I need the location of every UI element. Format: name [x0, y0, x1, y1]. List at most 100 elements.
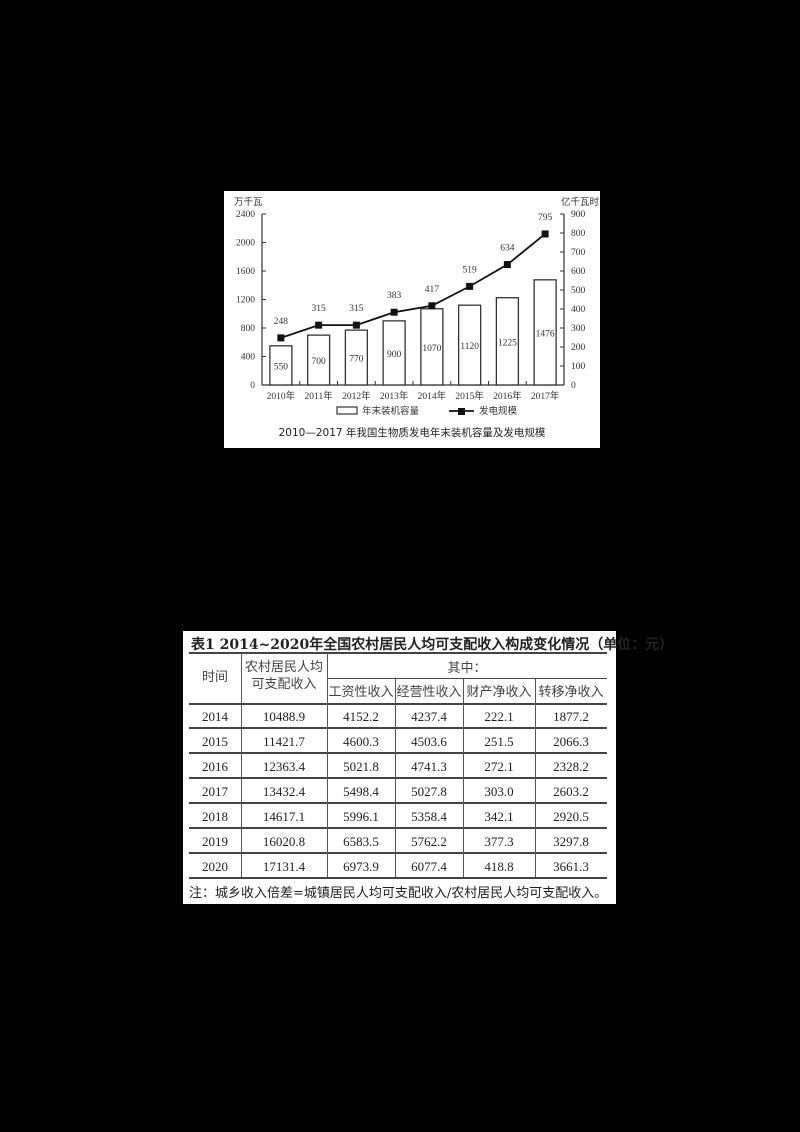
- row-value: 222.1: [484, 709, 514, 724]
- bar-value-label: 1070: [422, 344, 441, 354]
- row-value: 6973.9: [343, 859, 379, 874]
- row-value: 11421.7: [263, 734, 305, 749]
- row-value: 5021.8: [343, 759, 379, 774]
- line-value-label: 795: [538, 213, 553, 223]
- row-value: 377.3: [484, 834, 514, 849]
- row-value: 4503.6: [411, 734, 447, 749]
- right-tick-label: 700: [571, 248, 586, 258]
- bar-value-label: 770: [349, 355, 364, 365]
- x-tick-label: 2013年: [380, 390, 409, 402]
- row-value: 5762.2: [411, 834, 447, 849]
- col-divider: [241, 653, 242, 877]
- row-value: 6583.5: [343, 834, 379, 849]
- row-value: 10488.9: [262, 709, 306, 724]
- row-value: 2920.5: [553, 809, 589, 824]
- right-tick-label: 800: [571, 229, 586, 239]
- col-divider: [395, 679, 396, 877]
- row-year: 2015: [202, 734, 228, 749]
- bar-value-label: 550: [274, 362, 289, 372]
- bar-value-label: 1476: [536, 329, 555, 339]
- left-tick-label: 0: [250, 381, 255, 391]
- x-tick-label: 2014年: [418, 390, 447, 402]
- row-value: 6077.4: [411, 859, 447, 874]
- table-note: 注：城乡收入倍差=城镇居民人均可支配收入/农村居民人均可支配收入。: [189, 886, 608, 901]
- row-year: 2016: [202, 759, 228, 774]
- legend-bar-swatch: [336, 406, 358, 415]
- line-marker: [466, 282, 474, 290]
- left-tick-label: 800: [241, 324, 256, 334]
- line-marker: [428, 302, 436, 310]
- line-value-label: 383: [387, 291, 402, 301]
- x-tick-label: 2010年: [267, 390, 296, 402]
- row-value: 2328.2: [553, 759, 589, 774]
- header-time: 时间: [201, 670, 228, 685]
- row-value: 5498.4: [343, 784, 379, 799]
- x-tick-label: 2015年: [455, 390, 484, 402]
- line-value-label: 315: [312, 304, 327, 314]
- legend-line-label: 发电规模: [479, 405, 518, 417]
- row-value: 2603.2: [553, 784, 589, 799]
- bar: [495, 297, 520, 386]
- col-divider: [535, 679, 536, 877]
- line-marker: [277, 334, 285, 342]
- right-tick-label: 200: [571, 343, 586, 353]
- line-value-label: 634: [500, 244, 515, 254]
- row-value: 418.8: [484, 859, 514, 874]
- row-value: 14617.1: [262, 809, 306, 824]
- right-tick-label: 300: [571, 324, 586, 334]
- right-tick-label: 500: [571, 286, 586, 296]
- right-axis-unit: 亿千瓦时: [561, 196, 600, 208]
- line-marker: [390, 308, 398, 316]
- row-rule: [189, 852, 607, 854]
- bar-value-label: 1225: [498, 338, 517, 348]
- line-marker: [541, 230, 549, 238]
- x-tick-label: 2011年: [305, 390, 334, 402]
- bar: [269, 345, 293, 386]
- row-value: 17131.4: [262, 859, 306, 874]
- row-year: 2018: [202, 809, 228, 824]
- header-sub-1: 经营性收入: [396, 685, 462, 700]
- row-value: 303.0: [484, 784, 514, 799]
- row-rule: [189, 802, 607, 804]
- legend-line-swatch: [458, 408, 465, 415]
- row-year: 2014: [202, 709, 228, 724]
- left-axis-unit: 万千瓦: [234, 197, 263, 208]
- chart-title: 2010—2017 年我国生物质发电年末装机容量及发电规模: [279, 426, 546, 439]
- left-tick-label: 2400: [236, 210, 255, 220]
- line-value-label: 315: [349, 304, 364, 314]
- row-value: 4741.3: [411, 759, 447, 774]
- generation-line: [280, 233, 546, 339]
- row-value: 4152.2: [343, 709, 379, 724]
- row-year: 2020: [202, 859, 228, 874]
- x-tick-label: 2016年: [493, 390, 522, 402]
- header-group: 其中：: [447, 661, 487, 676]
- line-marker: [352, 321, 360, 329]
- bar: [457, 304, 482, 386]
- line-value-label: 417: [425, 285, 440, 295]
- left-tick-label: 400: [241, 353, 256, 363]
- row-year: 2017: [202, 784, 228, 799]
- combo-chart: 万千瓦 亿千瓦时 0 400 800 1200 1600 2000 2400 0 100 200 300…: [234, 196, 600, 439]
- row-value: 16020.8: [262, 834, 306, 849]
- row-value: 13432.4: [262, 784, 306, 799]
- row-value: 12363.4: [262, 759, 306, 774]
- row-value: 251.5: [484, 734, 514, 749]
- x-tick-label: 2012年: [342, 390, 371, 402]
- right-tick-label: 0: [571, 381, 576, 391]
- row-value: 5996.1: [343, 809, 379, 824]
- header-income-line2: 可支配收入: [251, 677, 317, 692]
- left-tick-label: 1600: [236, 267, 255, 277]
- table-top-rule: [189, 652, 607, 654]
- row-value: 5027.8: [411, 784, 447, 799]
- bar: [382, 320, 406, 386]
- subheader-rule: [327, 678, 607, 679]
- row-value: 4600.3: [343, 734, 379, 749]
- row-value: 3297.8: [553, 834, 589, 849]
- bar-value-label: 900: [387, 350, 402, 360]
- header-sub-3: 转移净收入: [538, 685, 604, 700]
- header-sub-2: 财产净收入: [466, 685, 532, 700]
- right-tick-label: 600: [571, 267, 586, 277]
- col-divider: [463, 679, 464, 877]
- bar-value-label: 1120: [460, 342, 479, 352]
- row-year: 2019: [202, 834, 228, 849]
